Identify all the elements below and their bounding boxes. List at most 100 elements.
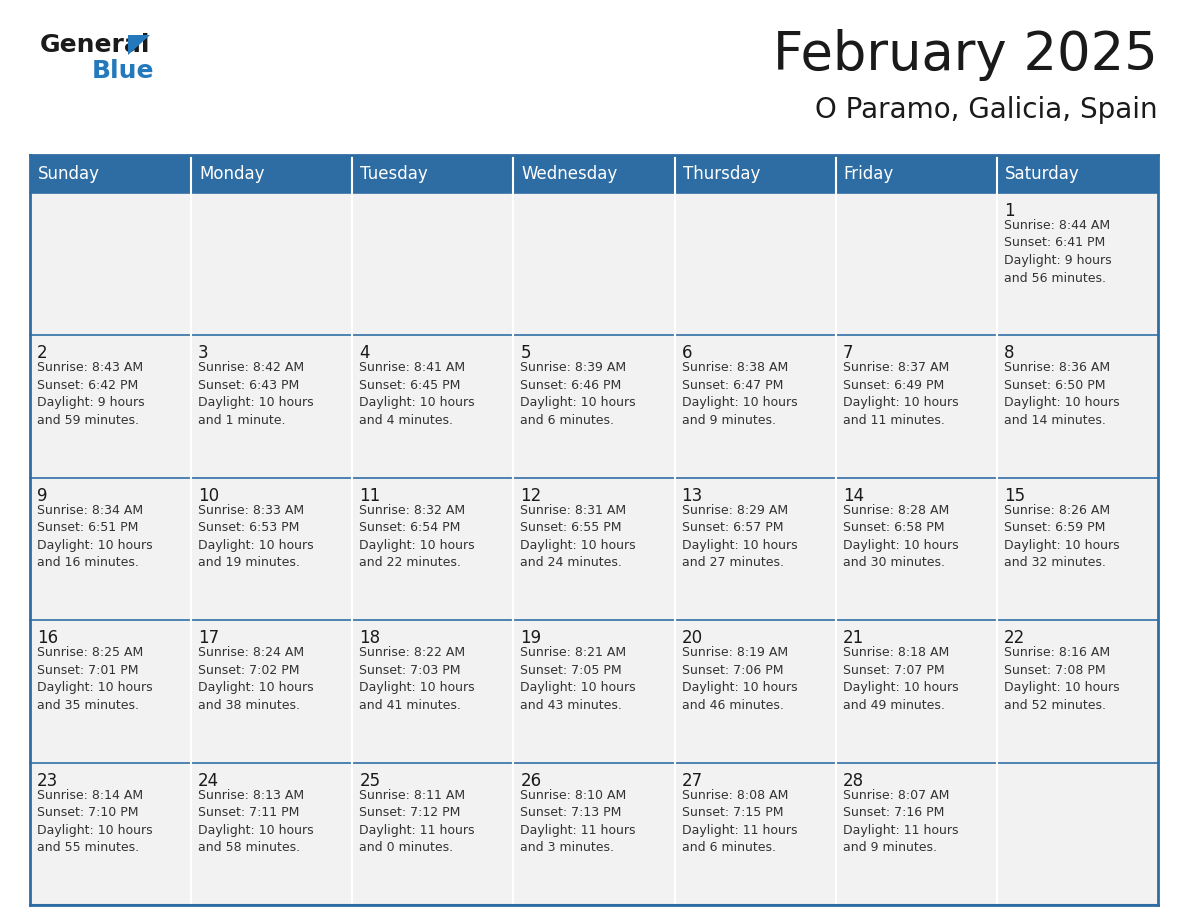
- Text: Blue: Blue: [91, 59, 154, 83]
- Text: Thursday: Thursday: [683, 165, 760, 183]
- Bar: [997, 193, 1158, 335]
- Bar: [675, 477, 835, 621]
- Text: Sunrise: 8:36 AM
Sunset: 6:50 PM
Daylight: 10 hours
and 14 minutes.: Sunrise: 8:36 AM Sunset: 6:50 PM Dayligh…: [1004, 362, 1119, 427]
- Text: 2: 2: [37, 344, 48, 363]
- Text: 10: 10: [198, 487, 220, 505]
- Text: Sunrise: 8:13 AM
Sunset: 7:11 PM
Daylight: 10 hours
and 58 minutes.: Sunrise: 8:13 AM Sunset: 7:11 PM Dayligh…: [198, 789, 314, 854]
- Text: Monday: Monday: [200, 165, 265, 183]
- Bar: [191, 155, 353, 193]
- Bar: [513, 763, 675, 905]
- Polygon shape: [128, 35, 150, 55]
- Text: 5: 5: [520, 344, 531, 363]
- Text: 15: 15: [1004, 487, 1025, 505]
- Bar: [353, 193, 513, 335]
- Bar: [675, 763, 835, 905]
- Text: Sunrise: 8:21 AM
Sunset: 7:05 PM
Daylight: 10 hours
and 43 minutes.: Sunrise: 8:21 AM Sunset: 7:05 PM Dayligh…: [520, 646, 636, 711]
- Bar: [513, 193, 675, 335]
- Bar: [997, 335, 1158, 477]
- Bar: [353, 763, 513, 905]
- Text: 16: 16: [37, 629, 58, 647]
- Bar: [30, 193, 191, 335]
- Text: Sunrise: 8:24 AM
Sunset: 7:02 PM
Daylight: 10 hours
and 38 minutes.: Sunrise: 8:24 AM Sunset: 7:02 PM Dayligh…: [198, 646, 314, 711]
- Text: Sunrise: 8:18 AM
Sunset: 7:07 PM
Daylight: 10 hours
and 49 minutes.: Sunrise: 8:18 AM Sunset: 7:07 PM Dayligh…: [842, 646, 959, 711]
- Text: 28: 28: [842, 772, 864, 789]
- Bar: [675, 335, 835, 477]
- Text: 25: 25: [359, 772, 380, 789]
- Text: O Paramo, Galicia, Spain: O Paramo, Galicia, Spain: [815, 96, 1158, 124]
- Text: 22: 22: [1004, 629, 1025, 647]
- Bar: [675, 621, 835, 763]
- Text: 23: 23: [37, 772, 58, 789]
- Text: Sunrise: 8:07 AM
Sunset: 7:16 PM
Daylight: 11 hours
and 9 minutes.: Sunrise: 8:07 AM Sunset: 7:16 PM Dayligh…: [842, 789, 959, 854]
- Text: 8: 8: [1004, 344, 1015, 363]
- Bar: [513, 621, 675, 763]
- Bar: [353, 155, 513, 193]
- Text: Sunrise: 8:14 AM
Sunset: 7:10 PM
Daylight: 10 hours
and 55 minutes.: Sunrise: 8:14 AM Sunset: 7:10 PM Dayligh…: [37, 789, 152, 854]
- Text: Sunrise: 8:29 AM
Sunset: 6:57 PM
Daylight: 10 hours
and 27 minutes.: Sunrise: 8:29 AM Sunset: 6:57 PM Dayligh…: [682, 504, 797, 569]
- Text: Saturday: Saturday: [1005, 165, 1080, 183]
- Bar: [835, 621, 997, 763]
- Bar: [191, 763, 353, 905]
- Bar: [353, 335, 513, 477]
- Text: Sunday: Sunday: [38, 165, 100, 183]
- Bar: [997, 763, 1158, 905]
- Bar: [30, 621, 191, 763]
- Text: 9: 9: [37, 487, 48, 505]
- Bar: [513, 335, 675, 477]
- Text: Sunrise: 8:22 AM
Sunset: 7:03 PM
Daylight: 10 hours
and 41 minutes.: Sunrise: 8:22 AM Sunset: 7:03 PM Dayligh…: [359, 646, 475, 711]
- Text: 3: 3: [198, 344, 209, 363]
- Text: Sunrise: 8:16 AM
Sunset: 7:08 PM
Daylight: 10 hours
and 52 minutes.: Sunrise: 8:16 AM Sunset: 7:08 PM Dayligh…: [1004, 646, 1119, 711]
- Bar: [997, 621, 1158, 763]
- Text: Sunrise: 8:42 AM
Sunset: 6:43 PM
Daylight: 10 hours
and 1 minute.: Sunrise: 8:42 AM Sunset: 6:43 PM Dayligh…: [198, 362, 314, 427]
- Bar: [835, 763, 997, 905]
- Bar: [835, 193, 997, 335]
- Text: 19: 19: [520, 629, 542, 647]
- Text: Sunrise: 8:10 AM
Sunset: 7:13 PM
Daylight: 11 hours
and 3 minutes.: Sunrise: 8:10 AM Sunset: 7:13 PM Dayligh…: [520, 789, 636, 854]
- Bar: [997, 155, 1158, 193]
- Bar: [675, 155, 835, 193]
- Text: 18: 18: [359, 629, 380, 647]
- Text: Sunrise: 8:32 AM
Sunset: 6:54 PM
Daylight: 10 hours
and 22 minutes.: Sunrise: 8:32 AM Sunset: 6:54 PM Dayligh…: [359, 504, 475, 569]
- Text: Sunrise: 8:44 AM
Sunset: 6:41 PM
Daylight: 9 hours
and 56 minutes.: Sunrise: 8:44 AM Sunset: 6:41 PM Dayligh…: [1004, 219, 1112, 285]
- Text: Wednesday: Wednesday: [522, 165, 618, 183]
- Text: 24: 24: [198, 772, 220, 789]
- Bar: [191, 621, 353, 763]
- Text: Friday: Friday: [843, 165, 893, 183]
- Bar: [997, 477, 1158, 621]
- Text: Sunrise: 8:41 AM
Sunset: 6:45 PM
Daylight: 10 hours
and 4 minutes.: Sunrise: 8:41 AM Sunset: 6:45 PM Dayligh…: [359, 362, 475, 427]
- Text: 6: 6: [682, 344, 693, 363]
- Bar: [30, 335, 191, 477]
- Text: Sunrise: 8:31 AM
Sunset: 6:55 PM
Daylight: 10 hours
and 24 minutes.: Sunrise: 8:31 AM Sunset: 6:55 PM Dayligh…: [520, 504, 636, 569]
- Text: 21: 21: [842, 629, 864, 647]
- Bar: [513, 155, 675, 193]
- Text: General: General: [40, 33, 151, 57]
- Text: Sunrise: 8:33 AM
Sunset: 6:53 PM
Daylight: 10 hours
and 19 minutes.: Sunrise: 8:33 AM Sunset: 6:53 PM Dayligh…: [198, 504, 314, 569]
- Text: 7: 7: [842, 344, 853, 363]
- Text: 12: 12: [520, 487, 542, 505]
- Text: Sunrise: 8:26 AM
Sunset: 6:59 PM
Daylight: 10 hours
and 32 minutes.: Sunrise: 8:26 AM Sunset: 6:59 PM Dayligh…: [1004, 504, 1119, 569]
- Bar: [191, 335, 353, 477]
- Text: Sunrise: 8:34 AM
Sunset: 6:51 PM
Daylight: 10 hours
and 16 minutes.: Sunrise: 8:34 AM Sunset: 6:51 PM Dayligh…: [37, 504, 152, 569]
- Text: 17: 17: [198, 629, 220, 647]
- Text: 4: 4: [359, 344, 369, 363]
- Text: Sunrise: 8:25 AM
Sunset: 7:01 PM
Daylight: 10 hours
and 35 minutes.: Sunrise: 8:25 AM Sunset: 7:01 PM Dayligh…: [37, 646, 152, 711]
- Bar: [191, 477, 353, 621]
- Bar: [835, 477, 997, 621]
- Bar: [835, 335, 997, 477]
- Bar: [835, 155, 997, 193]
- Bar: [513, 477, 675, 621]
- Bar: [675, 193, 835, 335]
- Bar: [191, 193, 353, 335]
- Text: 26: 26: [520, 772, 542, 789]
- Text: 13: 13: [682, 487, 703, 505]
- Text: Sunrise: 8:39 AM
Sunset: 6:46 PM
Daylight: 10 hours
and 6 minutes.: Sunrise: 8:39 AM Sunset: 6:46 PM Dayligh…: [520, 362, 636, 427]
- Bar: [30, 477, 191, 621]
- Bar: [353, 621, 513, 763]
- Text: February 2025: February 2025: [773, 29, 1158, 81]
- Bar: [30, 763, 191, 905]
- Text: 27: 27: [682, 772, 702, 789]
- Text: 11: 11: [359, 487, 380, 505]
- Bar: [30, 155, 191, 193]
- Text: Sunrise: 8:37 AM
Sunset: 6:49 PM
Daylight: 10 hours
and 11 minutes.: Sunrise: 8:37 AM Sunset: 6:49 PM Dayligh…: [842, 362, 959, 427]
- Text: Sunrise: 8:11 AM
Sunset: 7:12 PM
Daylight: 11 hours
and 0 minutes.: Sunrise: 8:11 AM Sunset: 7:12 PM Dayligh…: [359, 789, 475, 854]
